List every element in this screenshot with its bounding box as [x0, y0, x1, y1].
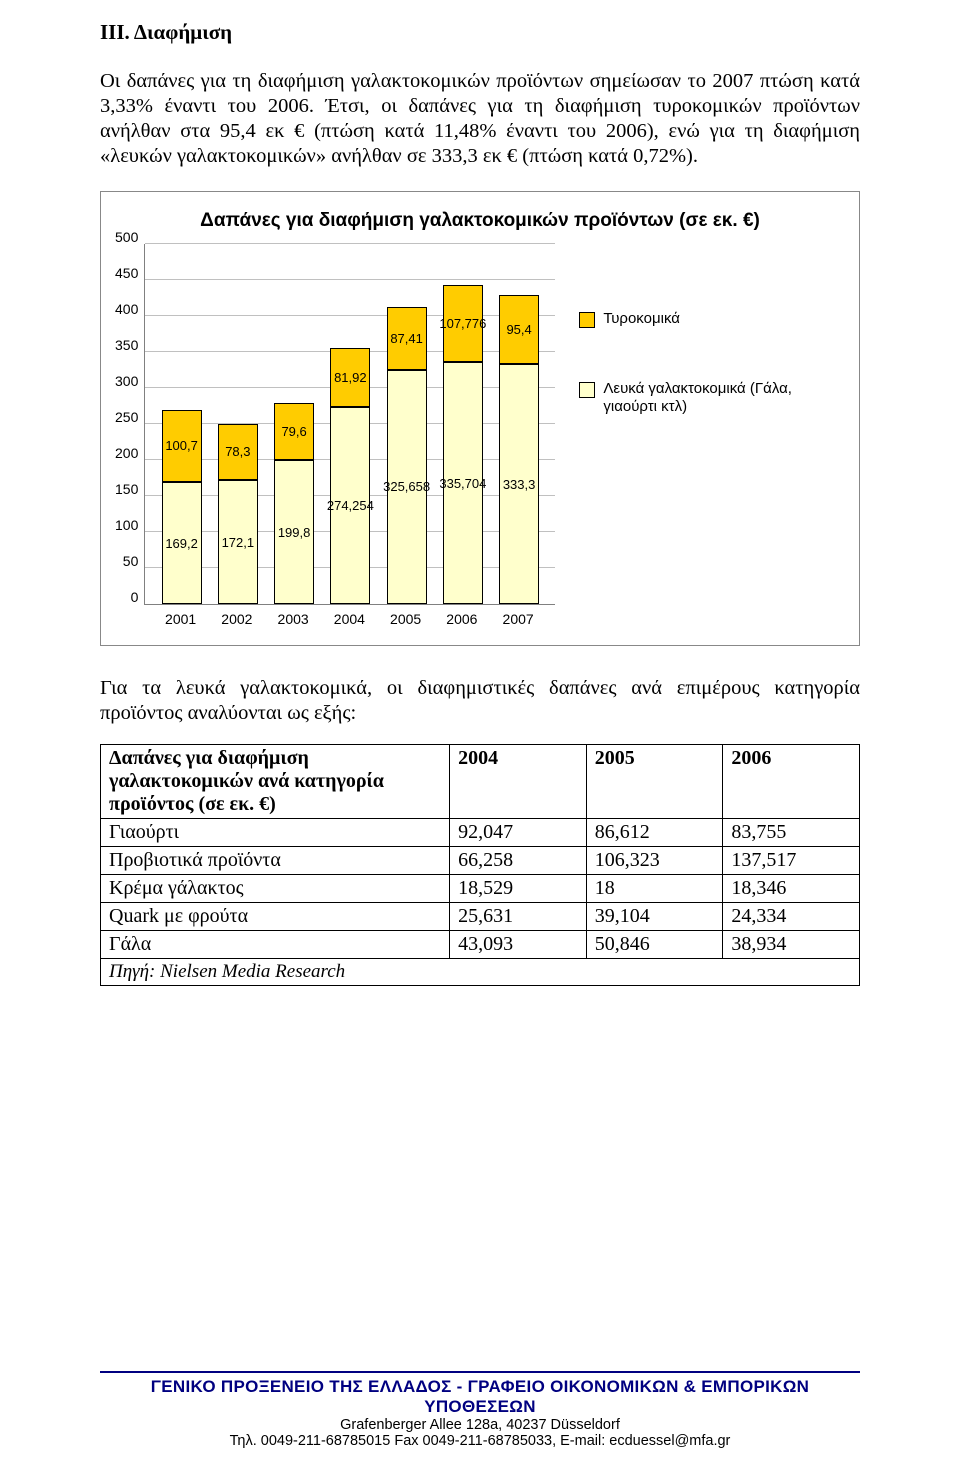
- table-header-label: Δαπάνες για διαφήμιση γαλακτοκομικών ανά…: [101, 745, 450, 819]
- intro-paragraph: Οι δαπάνες για τη διαφήμιση γαλακτοκομικ…: [100, 69, 860, 169]
- bar-segment-cheese: 79,6: [274, 403, 314, 460]
- table-intro-paragraph: Για τα λευκά γαλακτοκομικά, οι διαφημιστ…: [100, 676, 860, 726]
- table-row: Κρέμα γάλακτος18,5291818,346: [101, 875, 860, 903]
- chart-title: Δαπάνες για διαφήμιση γαλακτοκομικών προ…: [115, 210, 845, 232]
- gridline: [145, 243, 555, 244]
- bar-group: 100,7169,2: [162, 410, 202, 604]
- table-row: Γιαούρτι92,04786,61283,755: [101, 819, 860, 847]
- table-cell: 38,934: [723, 931, 860, 959]
- table-cell: 18: [586, 875, 723, 903]
- gridline: [145, 279, 555, 280]
- table-header-year: 2005: [586, 745, 723, 819]
- table-row-label: Προβιοτικά προϊόντα: [101, 847, 450, 875]
- x-tick: 2003: [273, 611, 313, 627]
- legend-swatch: [579, 382, 595, 398]
- bar-segment-white-dairy: 335,704: [443, 362, 483, 604]
- x-tick: 2001: [161, 611, 201, 627]
- chart-container: Δαπάνες για διαφήμιση γαλακτοκομικών προ…: [100, 191, 860, 646]
- table-cell: 18,529: [450, 875, 587, 903]
- legend-swatch: [579, 312, 595, 328]
- table-cell: 18,346: [723, 875, 860, 903]
- table-cell: 83,755: [723, 819, 860, 847]
- footer-org-title: ΓΕΝΙΚΟ ΠΡΟΞΕΝΕΙΟ ΤΗΣ ΕΛΛΑΔΟΣ - ΓΡΑΦΕΙΟ Ο…: [100, 1377, 860, 1417]
- table-row-label: Quark με φρούτα: [101, 903, 450, 931]
- table-source: Πηγή: Nielsen Media Research: [101, 959, 860, 986]
- bar-segment-white-dairy: 172,1: [218, 480, 258, 604]
- table-cell: 106,323: [586, 847, 723, 875]
- legend-label: Λευκά γαλακτοκομικά (Γάλα, γιαούρτι κτλ): [603, 380, 809, 416]
- bar-group: 87,41325,658: [387, 307, 427, 604]
- table-cell: 66,258: [450, 847, 587, 875]
- table-row: Quark με φρούτα25,63139,10424,334: [101, 903, 860, 931]
- section-title: ΙΙΙ. Διαφήμιση: [100, 20, 860, 45]
- bar-group: 81,92274,254: [330, 348, 370, 604]
- x-tick: 2002: [217, 611, 257, 627]
- table-row: Προβιοτικά προϊόντα66,258106,323137,517: [101, 847, 860, 875]
- table-row-label: Γιαούρτι: [101, 819, 450, 847]
- bar-group: 107,776335,704: [443, 285, 483, 604]
- chart-y-axis: 500450400350300250200150100500: [115, 244, 138, 604]
- table-cell: 25,631: [450, 903, 587, 931]
- expenses-table: Δαπάνες για διαφήμιση γαλακτοκομικών ανά…: [100, 744, 860, 986]
- table-cell: 43,093: [450, 931, 587, 959]
- legend-item: Τυροκομικά: [579, 310, 809, 328]
- bar-segment-white-dairy: 333,3: [499, 364, 539, 604]
- bar-segment-white-dairy: 274,254: [330, 407, 370, 604]
- bar-segment-cheese: 78,3: [218, 424, 258, 480]
- x-tick: 2007: [498, 611, 538, 627]
- chart-plot-area: 100,7169,2 78,3172,1 79,6199,8 81,92274,254…: [144, 244, 555, 605]
- bar-segment-white-dairy: 199,8: [274, 460, 314, 604]
- bar-segment-cheese: 100,7: [162, 410, 202, 483]
- bar-segment-white-dairy: 169,2: [162, 482, 202, 604]
- chart-x-axis: 2001 2002 2003 2004 2005 2006 2007: [144, 611, 554, 627]
- legend-item: Λευκά γαλακτοκομικά (Γάλα, γιαούρτι κτλ): [579, 380, 809, 416]
- table-cell: 92,047: [450, 819, 587, 847]
- bar-group: 78,3172,1: [218, 424, 258, 604]
- table-header-row: Δαπάνες για διαφήμιση γαλακτοκομικών ανά…: [101, 745, 860, 819]
- x-tick: 2004: [329, 611, 369, 627]
- bar-segment-white-dairy: 325,658: [387, 370, 427, 604]
- gridline: [145, 315, 555, 316]
- bar-segment-cheese: 95,4: [499, 295, 539, 364]
- table-row-label: Γάλα: [101, 931, 450, 959]
- table-cell: 39,104: [586, 903, 723, 931]
- table-cell: 24,334: [723, 903, 860, 931]
- x-tick: 2006: [442, 611, 482, 627]
- footer-divider: [100, 1371, 860, 1373]
- table-cell: 137,517: [723, 847, 860, 875]
- legend-label: Τυροκομικά: [603, 310, 680, 328]
- bar-segment-cheese: 107,776: [443, 285, 483, 363]
- table-header-year: 2006: [723, 745, 860, 819]
- bar-segment-cheese: 81,92: [330, 348, 370, 407]
- x-tick: 2005: [386, 611, 426, 627]
- page-footer: ΓΕΝΙΚΟ ΠΡΟΞΕΝΕΙΟ ΤΗΣ ΕΛΛΑΔΟΣ - ΓΡΑΦΕΙΟ Ο…: [100, 1371, 860, 1449]
- table-source-row: Πηγή: Nielsen Media Research: [101, 959, 860, 986]
- footer-address: Grafenberger Allee 128a, 40237 Düsseldor…: [100, 1417, 860, 1433]
- table-header-year: 2004: [450, 745, 587, 819]
- bar-group: 79,6199,8: [274, 403, 314, 604]
- bar-segment-cheese: 87,41: [387, 307, 427, 370]
- table-cell: 50,846: [586, 931, 723, 959]
- chart-legend: Τυροκομικά Λευκά γαλακτοκομικά (Γάλα, για…: [579, 310, 809, 468]
- table-row: Γάλα43,09350,84638,934: [101, 931, 860, 959]
- table-cell: 86,612: [586, 819, 723, 847]
- table-row-label: Κρέμα γάλακτος: [101, 875, 450, 903]
- footer-contact: Τηλ. 0049-211-68785015 Fax 0049-211-6878…: [100, 1433, 860, 1449]
- bar-group: 95,4333,3: [499, 295, 539, 604]
